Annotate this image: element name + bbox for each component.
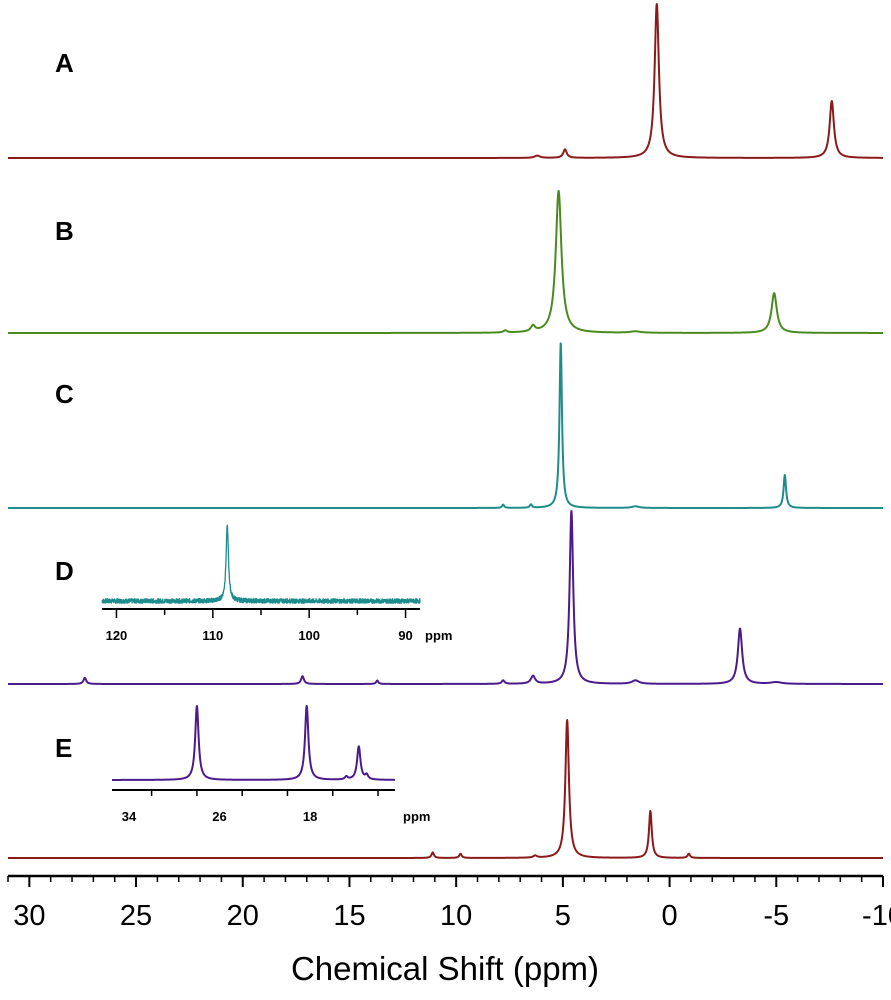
spectrum-panel-b: B	[7, 189, 884, 334]
inset-tick-label-c-2: 100	[298, 628, 320, 643]
panel-label-b: B	[55, 216, 74, 246]
main-tick-label-0: 30	[13, 900, 45, 932]
spectrum-line-a	[7, 3, 884, 159]
inset-spectrum-line-c	[101, 524, 421, 604]
main-x-axis: 30 25 20 15 10 5 0 -5 -10 Chemical Shift (ppm)	[7, 874, 891, 987]
spectrum-line-d	[7, 510, 884, 685]
inset-tick-label-d-1: 26	[212, 809, 226, 824]
main-tick-label-4: 10	[440, 900, 472, 932]
inset-tick-label-d-0: 34	[122, 809, 137, 824]
panel-label-e: E	[55, 733, 72, 763]
inset-tick-label-d-2: 18	[303, 809, 317, 824]
main-tick-label-6: 0	[662, 900, 678, 932]
inset-d: 34 26 18 ppm	[111, 704, 430, 824]
x-axis-title: Chemical Shift (ppm)	[291, 950, 599, 987]
main-tick-label-1: 25	[120, 900, 152, 932]
spectrum-panel-d: D 34 26 18 ppm	[7, 510, 884, 824]
spectrum-line-b	[7, 189, 884, 334]
inset-tick-label-c-1: 110	[202, 628, 223, 643]
spectrum-panel-c: C 120 110 100 90 ppm	[7, 342, 884, 643]
inset-unit-label-c: ppm	[425, 628, 452, 643]
main-tick-label-2: 20	[227, 900, 259, 932]
inset-spectrum-line-d	[111, 704, 396, 781]
inset-unit-label-d: ppm	[403, 809, 430, 824]
main-tick-label-8: -10	[862, 900, 891, 932]
spectrum-line-c	[7, 342, 884, 509]
spectrum-panel-e: E	[7, 718, 884, 859]
main-tick-label-7: -5	[763, 900, 789, 932]
panel-label-a: A	[55, 48, 74, 78]
panel-label-c: C	[55, 379, 74, 409]
main-tick-label-3: 15	[333, 900, 365, 932]
main-tick-label-5: 5	[555, 900, 571, 932]
inset-c: 120 110 100 90 ppm	[101, 524, 452, 643]
spectrum-line-e	[7, 718, 884, 859]
panel-label-d: D	[55, 556, 74, 586]
inset-tick-label-c-0: 120	[106, 628, 128, 643]
spectrum-panel-a: A	[7, 3, 884, 159]
inset-tick-label-c-3: 90	[398, 628, 412, 643]
